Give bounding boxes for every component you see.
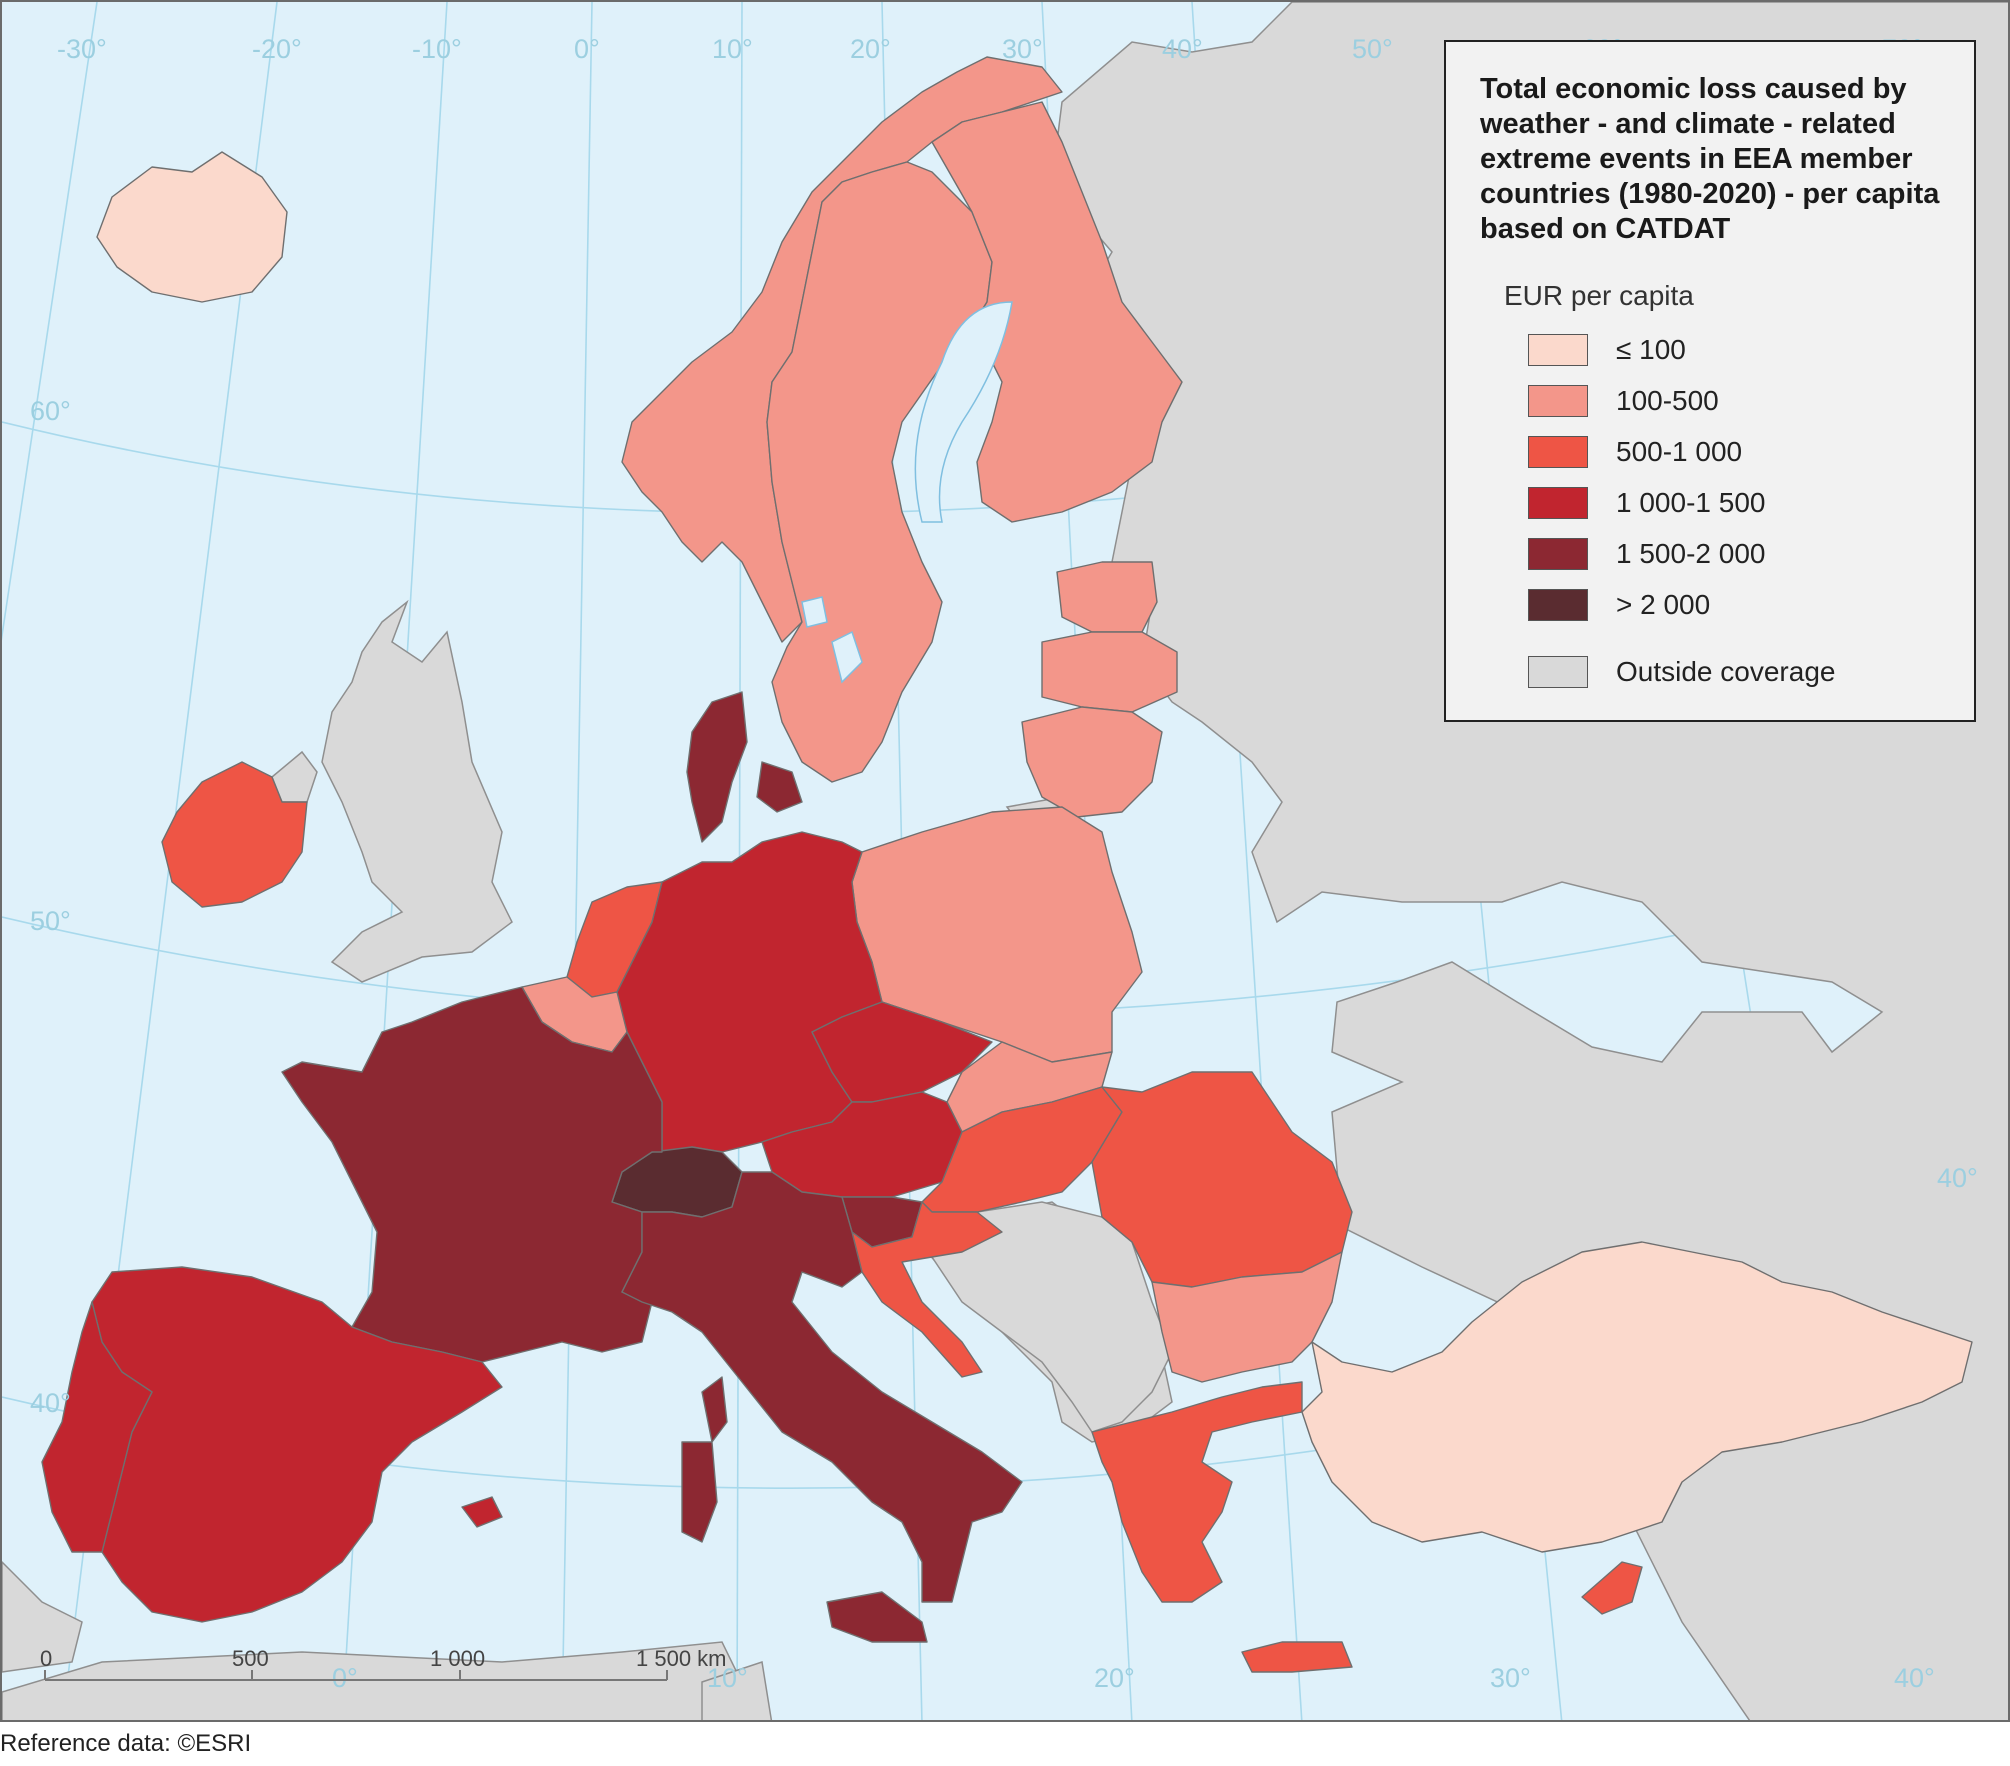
legend-swatch — [1528, 385, 1588, 417]
legend-label: 100-500 — [1616, 385, 1719, 416]
country-estonia — [1056, 561, 1158, 633]
legend-item-500-1000: 500-1 000 — [1528, 436, 1948, 470]
lakes — [801, 301, 1013, 684]
country-lithuania — [1021, 706, 1163, 818]
legend-swatch — [1528, 656, 1588, 688]
legend-label: > 2 000 — [1616, 589, 1711, 620]
scale-label-1500: 1 500 km — [636, 1646, 727, 1671]
country-cyprus — [1581, 1561, 1643, 1615]
grat-label-top-5: 10° — [712, 34, 753, 64]
grat-label-top-2: -20° — [252, 34, 302, 64]
legend-item-outside-coverage: Outside coverage — [1528, 656, 1948, 690]
grat-label-left-2: 50° — [30, 906, 71, 936]
legend-item-100-500: 100-500 — [1528, 385, 1948, 419]
legend-label: 500-1 000 — [1616, 436, 1743, 467]
country-ireland — [161, 761, 308, 908]
country-france — [281, 986, 663, 1363]
legend-swatch — [1528, 487, 1588, 519]
legend-label: 1 000-1 500 — [1616, 487, 1766, 518]
grat-label-top-4: 0° — [574, 34, 600, 64]
grat-label-bottom-4: 30° — [1490, 1663, 1531, 1693]
country-latvia — [1041, 631, 1178, 713]
grat-label-top-9: 50° — [1352, 34, 1393, 64]
country-balearic — [461, 1496, 503, 1528]
covered-countries — [41, 56, 1973, 1673]
legend-label: 1 500-2 000 — [1616, 538, 1766, 569]
map-frame: -30° -20° -10° 0° 10° 20° 30° 40° 50° 60… — [0, 0, 2010, 1722]
legend-item-1000-1500: 1 000-1 500 — [1528, 487, 1948, 521]
country-italy — [621, 1171, 1023, 1643]
grat-label-top-3: -10° — [412, 34, 462, 64]
grat-label-top-8: 40° — [1162, 34, 1203, 64]
grat-label-bottom-5: 40° — [1894, 1663, 1935, 1693]
legend-item-le-100: ≤ 100 — [1528, 334, 1948, 368]
country-greece — [1091, 1381, 1353, 1673]
map-title: Total economic loss caused by weather - … — [1480, 73, 1940, 245]
grat-label-bottom-1: 0° — [332, 1663, 358, 1693]
country-denmark — [686, 691, 803, 843]
legend-label: ≤ 100 — [1616, 334, 1686, 365]
map-legend: Total economic loss caused by weather - … — [1444, 40, 1976, 722]
country-turkey — [1301, 1241, 1973, 1553]
country-croatia — [851, 1201, 1003, 1378]
scale-bar: 0 500 1 000 1 500 km — [40, 1646, 727, 1681]
grat-label-top-1: -30° — [57, 34, 107, 64]
legend-swatch — [1528, 334, 1588, 366]
legend-item-gt-2000: > 2 000 — [1528, 589, 1948, 623]
scale-label-0: 0 — [40, 1646, 52, 1671]
grat-label-bottom-2: 10° — [707, 1663, 748, 1693]
grat-label-left-1: 60° — [30, 396, 71, 426]
country-portugal — [41, 1301, 153, 1553]
legend-swatch — [1528, 589, 1588, 621]
scale-label-1000: 1 000 — [430, 1646, 485, 1671]
legend-label: Outside coverage — [1616, 656, 1836, 687]
grat-label-top-7: 30° — [1002, 34, 1043, 64]
grat-label-top-6: 20° — [850, 34, 891, 64]
country-netherlands — [566, 881, 663, 998]
legend-swatch — [1528, 436, 1588, 468]
grat-label-left-3: 40° — [30, 1388, 71, 1418]
country-iceland — [96, 151, 288, 303]
grat-label-bottom-3: 20° — [1094, 1663, 1135, 1693]
legend-unit-label: EUR per capita — [1504, 280, 1694, 311]
legend-item-1500-2000: 1 500-2 000 — [1528, 538, 1948, 572]
source-note: Reference data: ©ESRI — [0, 1730, 252, 1757]
scale-label-500: 500 — [232, 1646, 269, 1671]
legend-swatch — [1528, 538, 1588, 570]
grat-label-right-1: 40° — [1937, 1163, 1978, 1193]
